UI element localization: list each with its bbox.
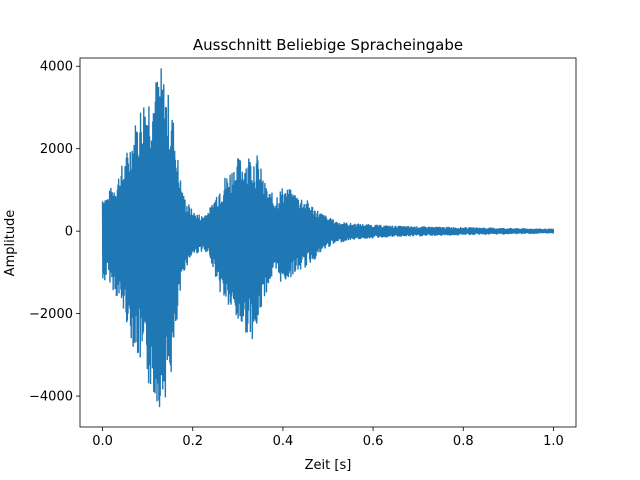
x-tick-label: 0.4 [273,434,294,449]
x-tick-label: 0.0 [92,434,113,449]
y-tick-label: 4000 [40,60,73,75]
series-line [101,68,555,408]
plot-area [79,57,577,428]
y-tick-label: −2000 [29,307,73,322]
y-axis-label: Amplitude [3,210,18,277]
y-axis-ticks: −4000 −2000 0 2000 4000 [29,60,80,405]
x-axis-ticks: 0.0 0.2 0.4 0.6 0.8 1.0 [92,427,564,449]
x-tick-label: 0.2 [182,434,203,449]
x-tick-label: 1.0 [543,434,564,449]
y-tick-label: −4000 [29,390,73,405]
chart-title: Ausschnitt Beliebige Spracheingabe [193,36,463,54]
x-tick-label: 0.8 [453,434,474,449]
x-tick-label: 0.6 [363,434,384,449]
x-axis-label: Zeit [s] [305,458,352,473]
y-tick-label: 2000 [40,142,73,157]
plot-frame [79,57,577,428]
y-tick-label: 0 [65,225,73,240]
